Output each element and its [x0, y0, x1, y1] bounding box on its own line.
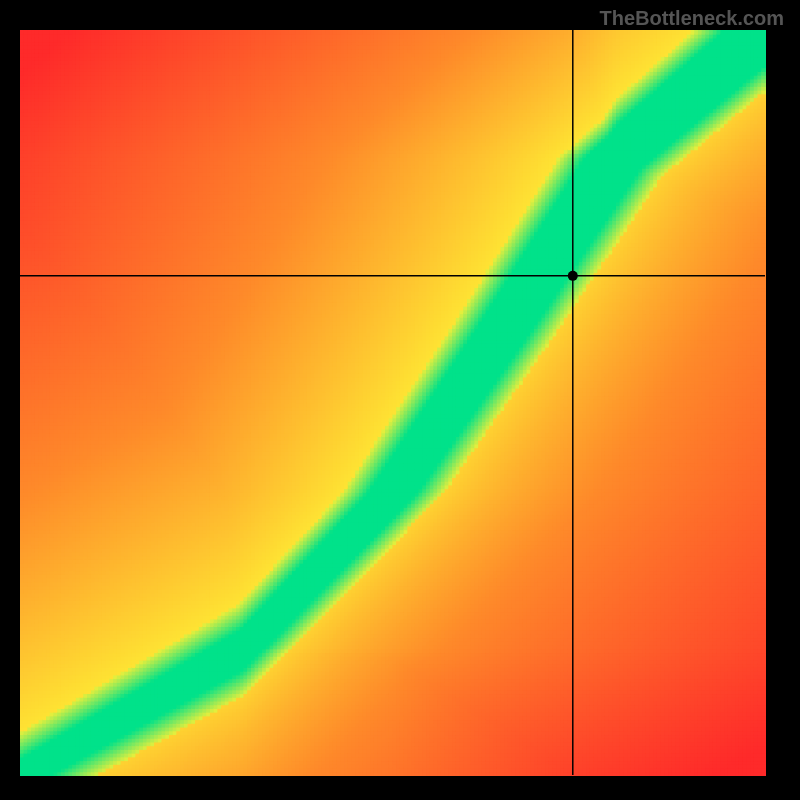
watermark-label: TheBottleneck.com [600, 8, 784, 31]
crosshair-overlay [0, 0, 800, 800]
chart-container: TheBottleneck.com [0, 0, 800, 800]
